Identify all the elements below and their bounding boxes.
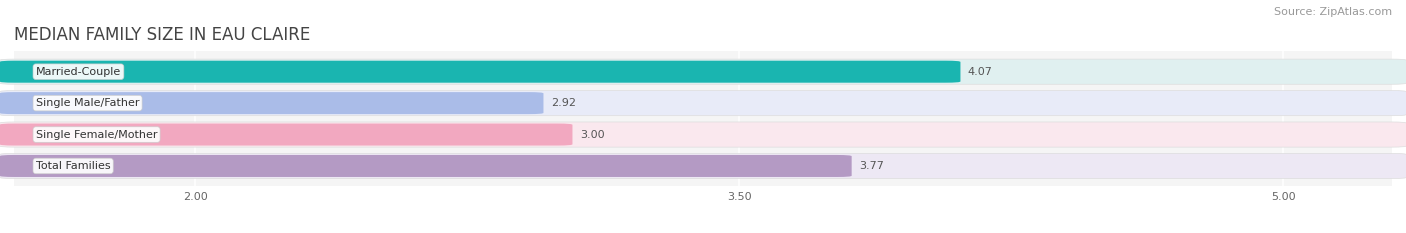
- FancyBboxPatch shape: [0, 59, 1406, 84]
- Text: Source: ZipAtlas.com: Source: ZipAtlas.com: [1274, 7, 1392, 17]
- FancyBboxPatch shape: [0, 123, 572, 146]
- FancyBboxPatch shape: [0, 155, 852, 177]
- FancyBboxPatch shape: [0, 61, 960, 83]
- Text: 4.07: 4.07: [967, 67, 993, 77]
- FancyBboxPatch shape: [0, 92, 544, 114]
- FancyBboxPatch shape: [0, 122, 1406, 147]
- Text: 2.92: 2.92: [551, 98, 575, 108]
- Text: 3.00: 3.00: [579, 130, 605, 140]
- Text: Married-Couple: Married-Couple: [35, 67, 121, 77]
- FancyBboxPatch shape: [0, 91, 1406, 116]
- FancyBboxPatch shape: [0, 153, 1406, 178]
- Text: Total Families: Total Families: [35, 161, 111, 171]
- Text: Single Male/Father: Single Male/Father: [35, 98, 139, 108]
- Text: Single Female/Mother: Single Female/Mother: [35, 130, 157, 140]
- Text: 3.77: 3.77: [859, 161, 884, 171]
- Text: MEDIAN FAMILY SIZE IN EAU CLAIRE: MEDIAN FAMILY SIZE IN EAU CLAIRE: [14, 26, 311, 44]
